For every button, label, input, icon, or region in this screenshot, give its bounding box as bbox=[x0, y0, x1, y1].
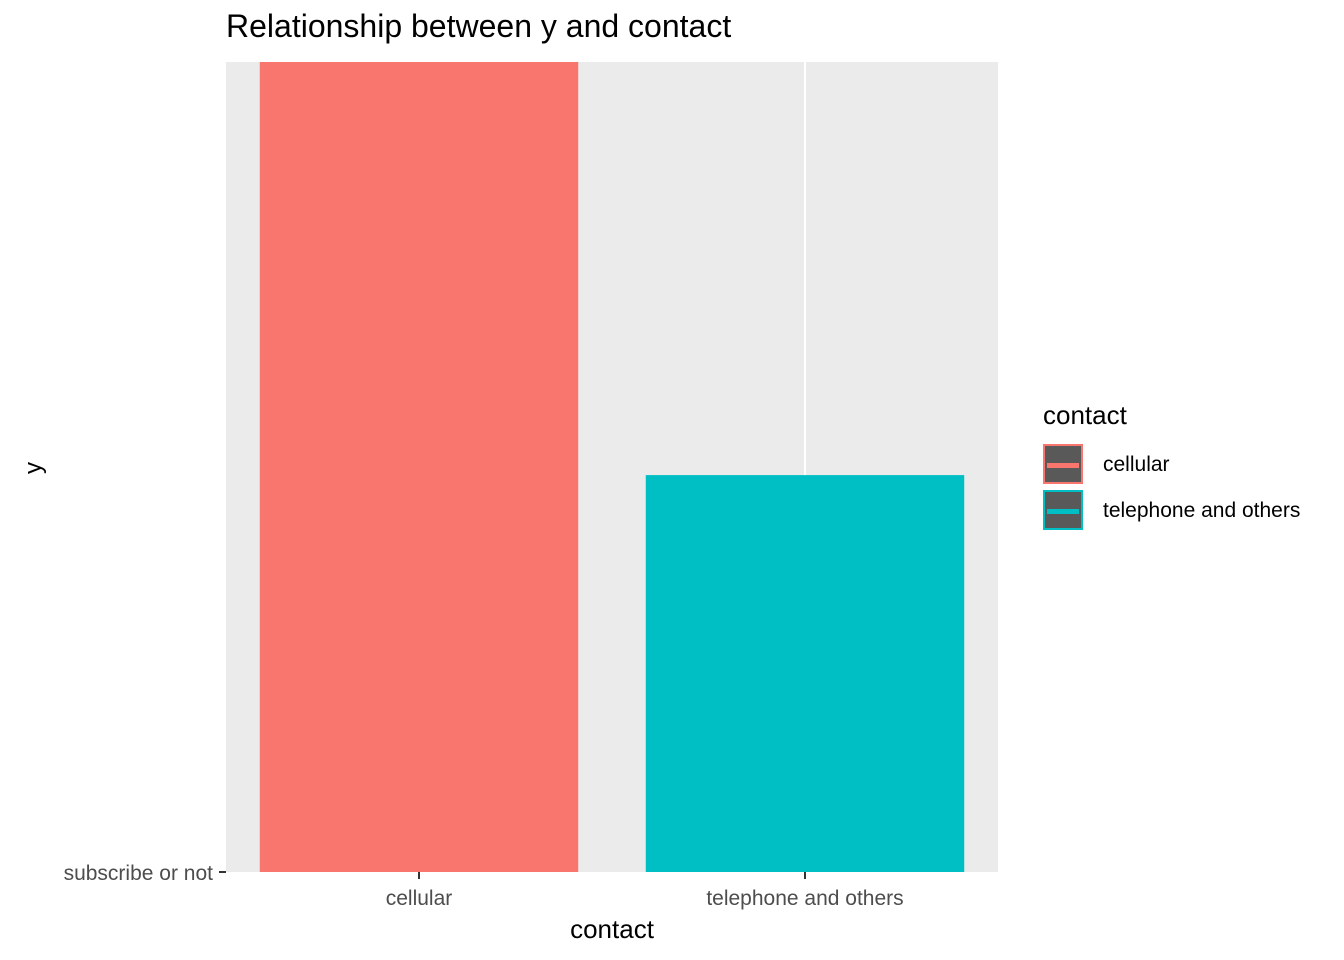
legend-item-cellular: cellular bbox=[1043, 444, 1333, 488]
bar-cellular bbox=[259, 62, 579, 872]
legend-label-telephone-and-others: telephone and others bbox=[1103, 499, 1301, 522]
legend-key-telephone-and-others bbox=[1043, 490, 1083, 530]
x-axis-label: contact bbox=[570, 914, 654, 944]
legend-title: contact bbox=[1043, 400, 1127, 430]
x-tick-label: telephone and others bbox=[706, 887, 903, 910]
bar-telephone-and-others bbox=[645, 475, 965, 872]
legend-label-cellular: cellular bbox=[1103, 453, 1170, 476]
x-tick-label: cellular bbox=[386, 887, 453, 910]
legend-key-cellular bbox=[1043, 444, 1083, 484]
chart-title: Relationship between y and contact bbox=[226, 8, 732, 44]
y-tick-label: subscribe or not bbox=[64, 862, 214, 885]
legend-item-telephone-and-others: telephone and others bbox=[1043, 490, 1333, 534]
y-axis-label: y bbox=[20, 462, 47, 474]
